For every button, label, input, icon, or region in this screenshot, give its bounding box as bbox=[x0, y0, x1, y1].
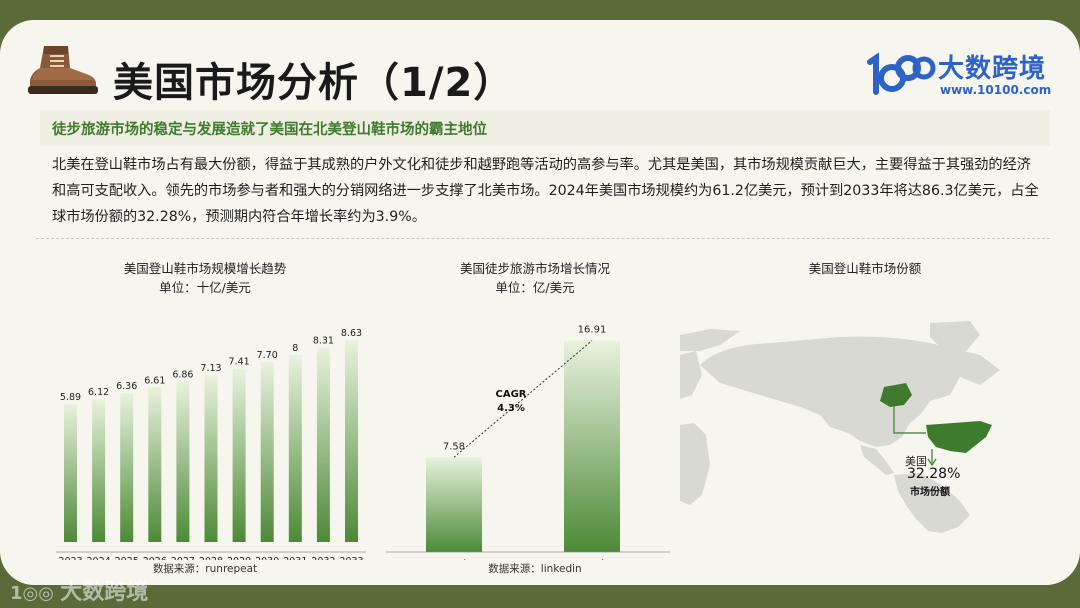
x-tick-2032: 2032 bbox=[311, 556, 335, 560]
bar-2026 bbox=[148, 387, 162, 542]
x-tick-2024年: 2024年 bbox=[436, 558, 471, 560]
alaska-highlight bbox=[880, 383, 912, 407]
value-label-2029: 7.41 bbox=[229, 357, 250, 368]
bar-2031年 bbox=[564, 340, 620, 552]
value-label-2027: 6.86 bbox=[172, 369, 193, 380]
chart1-title: 美国登山鞋市场规模增长趋势 bbox=[123, 261, 287, 276]
value-label-2028: 7.13 bbox=[200, 363, 221, 374]
x-tick-2027: 2027 bbox=[171, 556, 195, 560]
hiking-boot-icon bbox=[28, 46, 98, 94]
map-share-label: 市场份额 bbox=[910, 487, 950, 498]
x-tick-2028: 2028 bbox=[199, 556, 223, 560]
cagr-value: 4.3% bbox=[497, 403, 525, 414]
value-label-2033: 8.63 bbox=[341, 328, 362, 339]
value-label-2032: 8.31 bbox=[313, 336, 334, 347]
x-tick-2023: 2023 bbox=[58, 556, 82, 560]
value-label-2023: 5.89 bbox=[60, 392, 81, 403]
world-landmass bbox=[680, 321, 1000, 533]
page-title: 美国市场分析（1/2） bbox=[113, 60, 515, 106]
bar-2031 bbox=[288, 354, 302, 542]
bar-chart-market-size: 5.89 2023 6.12 2024 6.36 2025 6.61 2026 6.86 2027… bbox=[56, 328, 366, 560]
value-label-2031年: 16.91 bbox=[578, 325, 607, 336]
x-tick-2024: 2024 bbox=[87, 556, 111, 560]
logo-text: 大数跨境 bbox=[938, 54, 1047, 84]
x-tick-2025: 2025 bbox=[115, 556, 139, 560]
value-label-2024年: 7.58 bbox=[443, 441, 465, 452]
map-country-label: 美国 bbox=[905, 455, 927, 468]
logo-mark-icon bbox=[867, 52, 936, 95]
x-tick-2030: 2030 bbox=[255, 556, 279, 560]
section-subtitle: 徒步旅游市场的稳定与发展造就了美国在北美登山鞋市场的霸主地位 bbox=[52, 122, 487, 138]
brand-logo: 大数跨境 www.10100.com bbox=[866, 48, 1056, 100]
chart1-source: 数据来源：runrepeat bbox=[152, 563, 258, 575]
bar-2029 bbox=[232, 368, 246, 542]
value-label-2031: 8 bbox=[292, 343, 298, 354]
bar-2027 bbox=[176, 381, 190, 542]
bar-2025 bbox=[120, 393, 134, 542]
logo-url: www.10100.com bbox=[940, 83, 1052, 97]
x-tick-2031年: 2031年 bbox=[574, 558, 609, 560]
world-map bbox=[680, 321, 1000, 533]
value-label-2030: 7.70 bbox=[257, 350, 278, 361]
x-tick-2031: 2031 bbox=[283, 556, 307, 560]
slide-card: 美国市场分析（1/2） 大数跨境 www.10100.com 徒步旅游市场的稳定… bbox=[0, 20, 1080, 585]
bar-2033 bbox=[345, 340, 358, 542]
arrow-down-icon bbox=[927, 458, 937, 467]
subtitle-bar: 徒步旅游市场的稳定与发展造就了美国在北美登山鞋市场的霸主地位 bbox=[40, 110, 1050, 146]
bar-2024年 bbox=[426, 457, 482, 552]
value-label-2026: 6.61 bbox=[144, 375, 165, 386]
bar-2028 bbox=[204, 375, 218, 542]
divider bbox=[36, 238, 1050, 239]
x-tick-2026: 2026 bbox=[143, 556, 167, 560]
chart1-unit: 单位：十亿/美元 bbox=[159, 280, 251, 295]
bar-2030 bbox=[260, 361, 274, 542]
connector-line bbox=[893, 397, 926, 434]
chart2-title: 美国徒步旅游市场增长情况 bbox=[459, 261, 610, 276]
bar-2023 bbox=[64, 404, 77, 542]
bar-2024 bbox=[92, 398, 106, 542]
watermark-text: 大数跨境 bbox=[60, 580, 149, 605]
value-label-2024: 6.12 bbox=[88, 387, 109, 398]
bar-2032 bbox=[316, 347, 330, 542]
x-tick-2029: 2029 bbox=[227, 556, 251, 560]
cagr-label: CAGR bbox=[496, 389, 527, 400]
chart3-title: 美国登山鞋市场份额 bbox=[808, 261, 922, 276]
bar-chart-hiking-growth: 7.58 2024年 16.91 2031年 CAGR 4.3% bbox=[386, 325, 670, 560]
usa-highlight bbox=[926, 421, 992, 453]
description-paragraph: 北美在登山鞋市场占有最大份额，得益于其成熟的户外文化和徒步和越野跑等活动的高参与… bbox=[52, 157, 1039, 225]
watermark: 1◎◎ 大数跨境 bbox=[10, 580, 149, 605]
value-label-2025: 6.36 bbox=[116, 381, 137, 392]
chart2-unit: 单位：亿/美元 bbox=[495, 280, 575, 295]
x-tick-2033: 2033 bbox=[339, 556, 363, 560]
chart2-source: 数据来源：linkedin bbox=[488, 563, 582, 575]
map-share-value: 32.28% bbox=[907, 466, 961, 482]
